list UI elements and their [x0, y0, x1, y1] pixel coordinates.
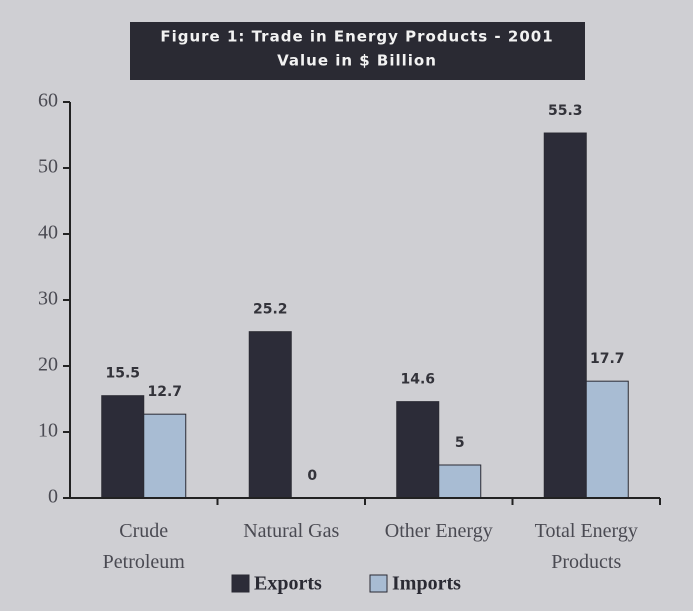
bar [143, 413, 187, 499]
chart-subtitle: Value in $ Billion [277, 52, 437, 70]
y-tick-label: 60 [38, 90, 58, 112]
value-label: 55.3 [548, 103, 583, 119]
y-tick-label: 40 [38, 222, 58, 244]
bar [101, 395, 145, 499]
value-label: 15.5 [105, 366, 140, 382]
title-box [130, 22, 585, 80]
x-tick-label: Natural Gas [243, 520, 339, 542]
bar [396, 401, 440, 499]
y-tick-label: 30 [38, 288, 58, 310]
value-label: 25.2 [253, 302, 288, 318]
legend-swatch [231, 574, 250, 593]
value-label: 14.6 [400, 372, 435, 388]
y-tick-label: 0 [48, 486, 58, 508]
x-tick-label: Crude Petroleum [103, 520, 186, 573]
value-label: 17.7 [590, 351, 625, 367]
bar [248, 331, 292, 499]
bar [438, 464, 482, 499]
x-tick-label: Other Energy [385, 520, 493, 542]
x-tick-label: Total Energy Products [535, 520, 638, 573]
value-label: 5 [455, 435, 465, 451]
value-label: 0 [307, 468, 317, 484]
y-tick-label: 20 [38, 354, 58, 376]
chart-title: Figure 1: Trade in Energy Products - 200… [160, 28, 553, 46]
bar [543, 132, 587, 499]
legend-swatch [369, 574, 388, 593]
y-tick-label: 50 [38, 156, 58, 178]
legend-label: Exports [254, 573, 322, 595]
y-tick-label: 10 [38, 420, 58, 442]
value-label: 12.7 [147, 384, 182, 400]
legend-label: Imports [392, 573, 461, 595]
bar [585, 380, 629, 499]
